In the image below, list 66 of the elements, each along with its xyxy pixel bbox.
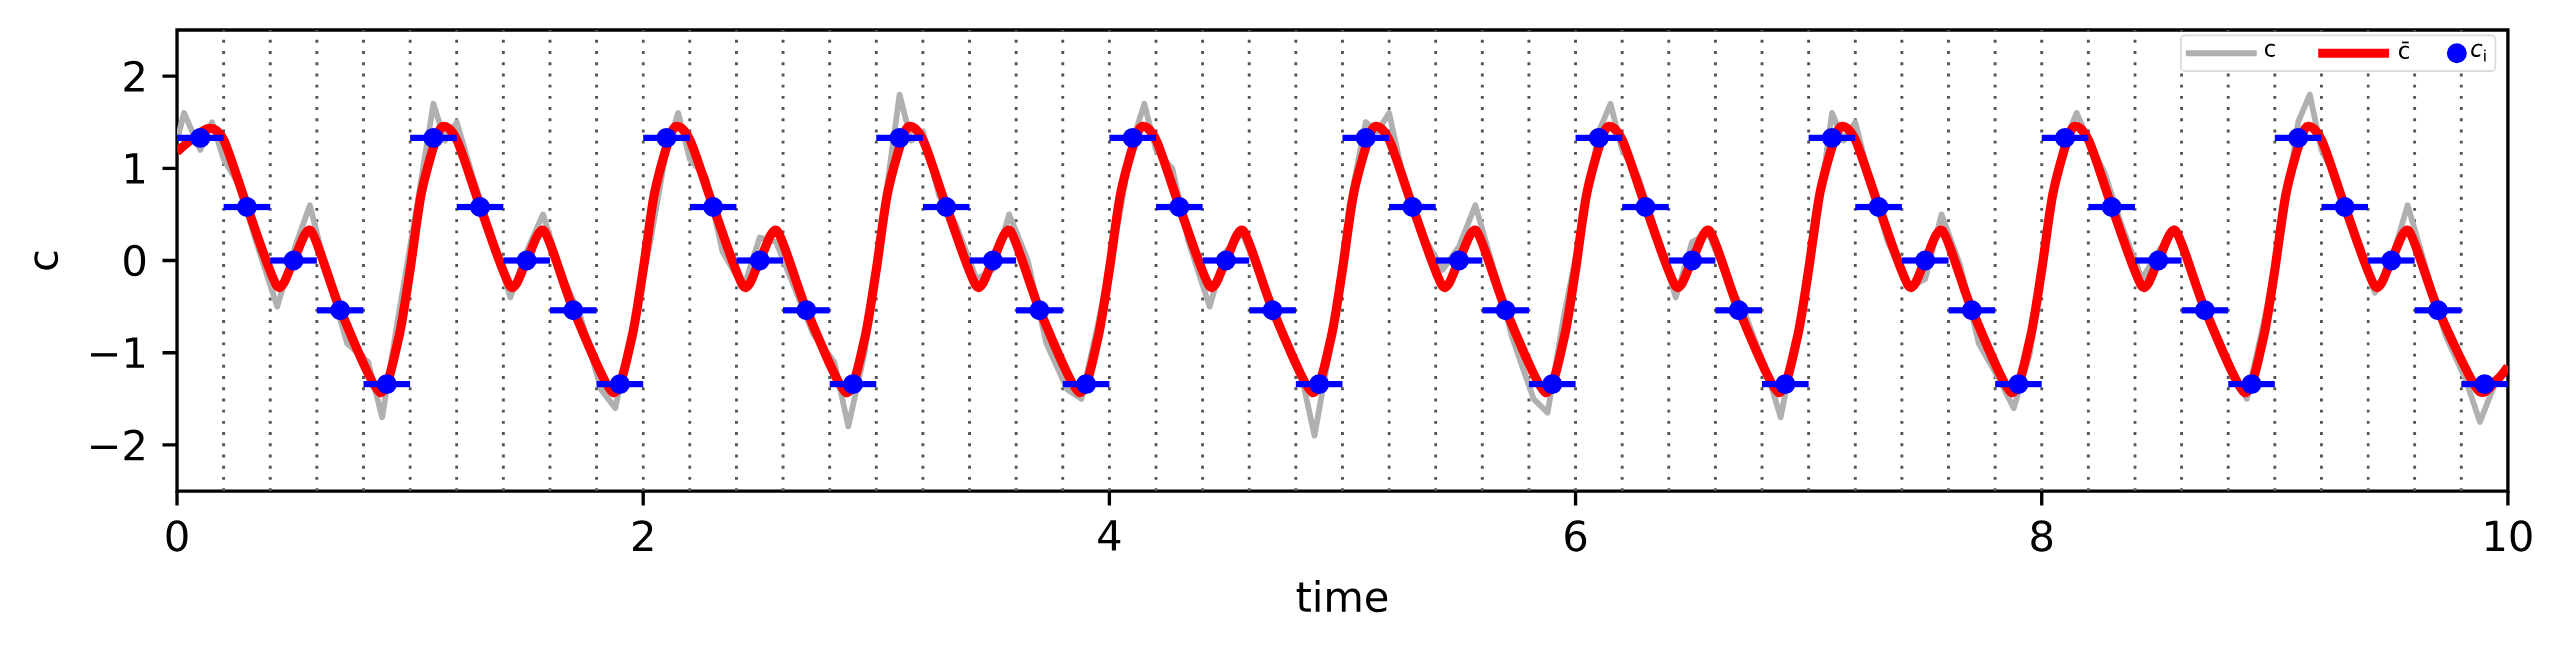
point (236, 197, 257, 217)
point (1961, 300, 1982, 321)
point (2474, 374, 2495, 395)
point (703, 197, 724, 217)
point (1076, 374, 1097, 395)
point (749, 250, 770, 271)
point (2008, 374, 2029, 395)
point (609, 374, 630, 395)
point (2381, 250, 2402, 271)
legend-label: c$_{i}$ (2471, 43, 2486, 62)
point (1122, 127, 1143, 148)
x-axis-title: time (1296, 580, 1388, 613)
x-tick-label: 0 (166, 520, 188, 552)
y-tick-label: −1 (91, 337, 145, 368)
point (2101, 197, 2122, 217)
point (796, 300, 817, 321)
point (2148, 250, 2169, 271)
point (982, 250, 1003, 271)
legend-label: c (2264, 43, 2275, 57)
y-tick-label: 1 (125, 153, 145, 184)
point (190, 127, 211, 148)
point (1915, 250, 1936, 271)
point (1542, 374, 1563, 395)
point (283, 250, 304, 271)
point (1402, 197, 1423, 217)
x-tick-label: 6 (1565, 520, 1587, 552)
point (1309, 374, 1330, 395)
point (2241, 374, 2262, 395)
point (1215, 250, 1236, 271)
point (1682, 250, 1703, 271)
point (563, 300, 584, 321)
point (1262, 300, 1283, 321)
point (1822, 127, 1842, 148)
point (1495, 300, 1516, 321)
y-tick-label: 0 (124, 244, 146, 277)
x-tick-label: 4 (1098, 520, 1121, 551)
x-tick-label: 10 (2486, 520, 2532, 552)
point (1635, 197, 1656, 217)
point (1449, 250, 1469, 271)
point (1868, 197, 1889, 217)
point (2194, 300, 2215, 321)
point (2288, 127, 2309, 148)
point (1355, 127, 1376, 148)
point (516, 250, 537, 271)
point (1728, 300, 1749, 321)
legend-label: c̄ (2399, 41, 2409, 59)
point (423, 127, 444, 148)
x-tick-label: 2 (633, 520, 653, 552)
point (2055, 127, 2076, 148)
y-tick-label: 2 (124, 60, 144, 92)
point (1029, 300, 1050, 321)
point (843, 374, 863, 395)
point (330, 300, 351, 321)
point (1169, 197, 1190, 217)
point (376, 374, 397, 395)
point (2334, 197, 2355, 217)
point (1775, 374, 1796, 395)
point (2428, 300, 2448, 321)
point (936, 197, 957, 217)
point (1588, 127, 1609, 148)
point (889, 127, 910, 148)
y-tick-label: −2 (91, 429, 144, 461)
x-tick-label: 8 (2031, 520, 2053, 552)
y-axis-title: c (34, 251, 59, 270)
point (656, 127, 677, 148)
point (470, 197, 490, 217)
